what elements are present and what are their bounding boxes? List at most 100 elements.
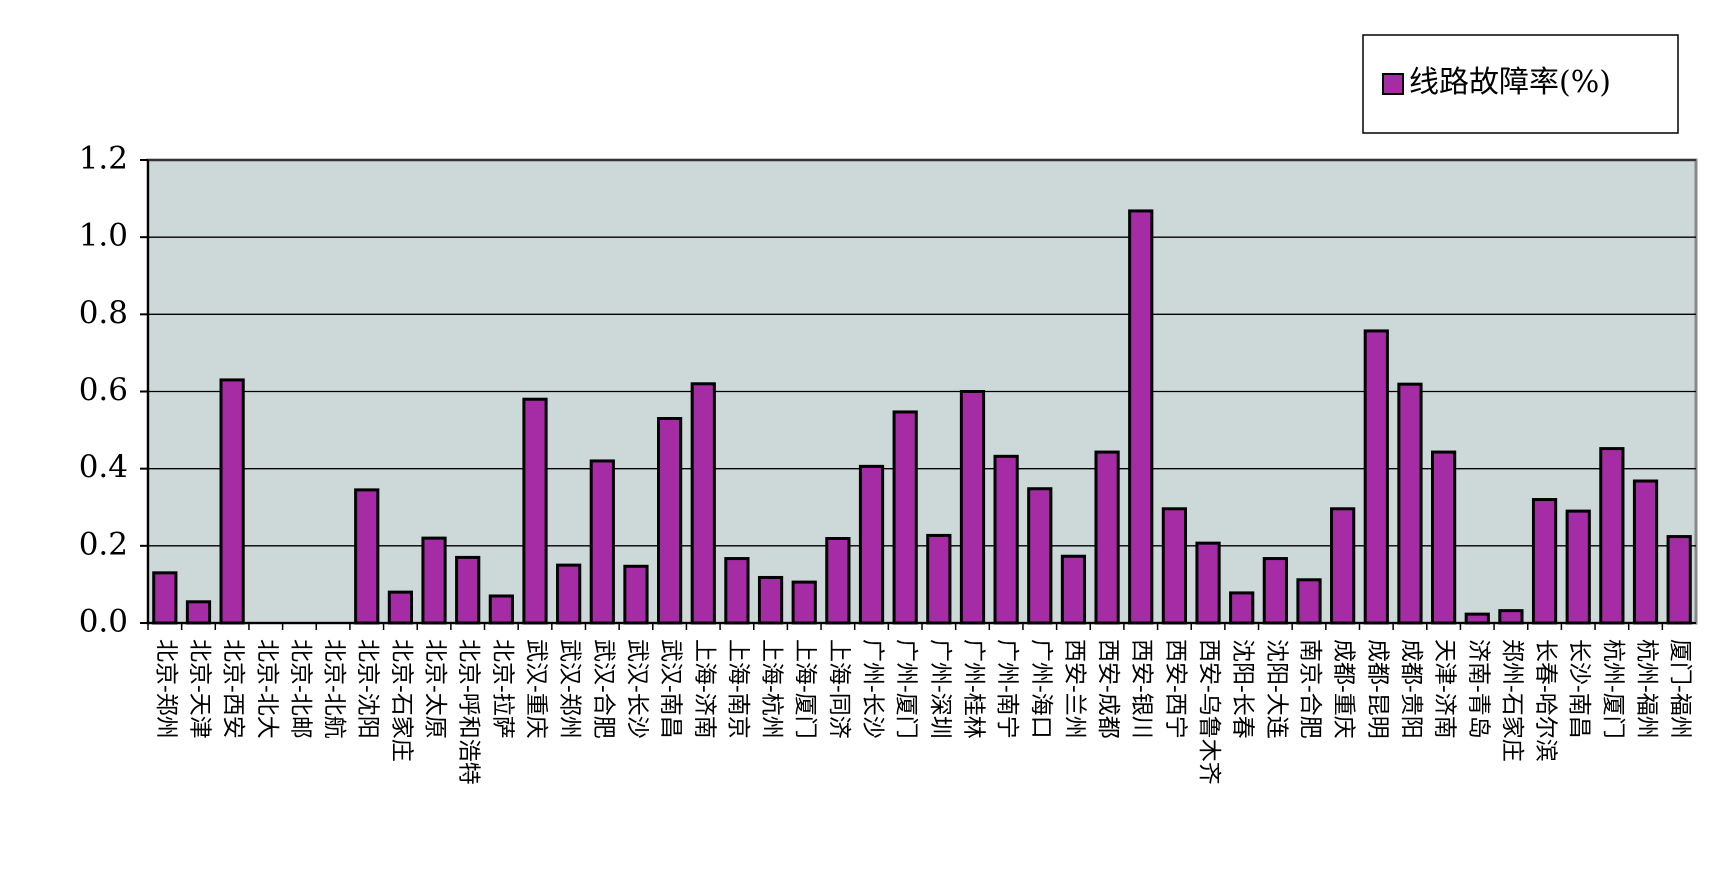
bar: [1666, 535, 1692, 625]
y-tick-label: 0.2: [79, 526, 128, 562]
bar: [1464, 612, 1490, 625]
x-tick-label: 广州-长沙: [860, 639, 886, 739]
x-tick-label: 西安-银川: [1129, 639, 1155, 739]
bar: [1565, 509, 1591, 625]
bar: [657, 417, 683, 625]
bar: [1229, 591, 1255, 625]
x-tick-label: 广州-厦门: [893, 639, 919, 739]
bar: [522, 397, 548, 625]
bar: [219, 378, 245, 625]
x-tick-label: 北京-太原: [422, 639, 448, 739]
x-tick-label: 广州-深圳: [927, 639, 953, 739]
y-tick-label: 0.8: [79, 295, 128, 331]
x-tick-label: 成都-昆明: [1364, 639, 1390, 739]
x-tick-label: 沈阳-大连: [1263, 639, 1289, 739]
bar: [757, 575, 784, 625]
x-tick-label: 上海-同济: [826, 639, 852, 739]
bar: [690, 382, 716, 625]
x-tick-label: 西安-成都: [1095, 639, 1121, 739]
x-tick-label: 上海-杭州: [759, 639, 785, 739]
x-tick-label: 杭州-福州: [1634, 639, 1660, 739]
x-tick-label: 西安-乌鲁木齐: [1196, 639, 1222, 785]
x-tick-label: 西安-兰州: [1061, 639, 1087, 739]
bar: [556, 563, 582, 625]
bar: [791, 580, 817, 625]
legend-swatch: [1382, 73, 1404, 95]
bar: [1330, 507, 1356, 625]
bar: [623, 564, 649, 625]
x-tick-label: 厦门-福州: [1667, 639, 1693, 739]
x-tick-label: 北京-西安: [220, 639, 246, 739]
bar: [354, 488, 380, 625]
bar: [1262, 557, 1288, 625]
x-tick-label: 武汉-南昌: [658, 639, 684, 739]
x-tick-label: 长春-哈尔滨: [1533, 639, 1559, 762]
x-tick-label: 成都-重庆: [1331, 639, 1357, 739]
bar: [1128, 209, 1154, 625]
y-tick-label: 1.0: [79, 218, 128, 254]
x-tick-label: 天津-济南: [1432, 639, 1458, 739]
x-tick-label: 武汉-长沙: [624, 639, 650, 739]
bar: [1027, 487, 1053, 625]
legend-label: 线路故障率(%): [1409, 65, 1611, 100]
y-tick-label: 0.6: [79, 372, 128, 408]
legend-box: [1362, 34, 1679, 134]
bar: [185, 600, 212, 625]
bar: [421, 536, 447, 625]
bar: [488, 594, 514, 625]
bar: [1599, 447, 1625, 625]
bar: [959, 390, 986, 625]
bar: [1397, 382, 1423, 625]
x-tick-label: 郑州-石家庄: [1499, 639, 1525, 762]
x-tick-label: 长沙-南昌: [1566, 639, 1592, 739]
bar: [387, 590, 413, 625]
bar: [825, 537, 851, 625]
bar: [993, 454, 1019, 625]
x-tick-label: 北京-沈阳: [355, 639, 381, 739]
bar: [589, 459, 615, 625]
x-tick-label: 广州-南宁: [994, 639, 1020, 739]
bar: [1094, 450, 1120, 625]
bar: [724, 557, 750, 625]
bar: [1363, 329, 1389, 625]
x-tick-label: 杭州-厦门: [1600, 639, 1626, 739]
bar: [1531, 498, 1558, 625]
bar: [858, 464, 885, 625]
bar: [1431, 450, 1457, 625]
bar: [1060, 554, 1087, 625]
y-tick-label: 0.0: [79, 604, 128, 640]
bar: [926, 533, 952, 625]
x-tick-label: 北京-石家庄: [388, 639, 414, 762]
x-tick-label: 西安-西宁: [1162, 639, 1188, 739]
x-tick-label: 上海-济南: [691, 639, 717, 739]
x-tick-label: 上海-厦门: [792, 639, 818, 739]
bar: [1195, 541, 1221, 625]
legend: 线路故障率(%): [1362, 34, 1679, 134]
x-tick-label: 广州-海口: [1028, 639, 1054, 739]
x-tick-label: 武汉-合肥: [590, 639, 616, 739]
x-tick-label: 南京-合肥: [1297, 639, 1323, 739]
bar: [152, 571, 178, 625]
x-tick-label: 北京-郑州: [153, 639, 179, 739]
bar: [455, 555, 481, 625]
bar: [1498, 609, 1524, 625]
x-tick-label: 济南-青岛: [1465, 639, 1491, 739]
bar: [892, 410, 918, 625]
x-tick-label: 北京-北邮: [287, 639, 313, 739]
bar: [1161, 507, 1187, 625]
x-tick-label: 沈阳-长春: [1230, 639, 1256, 739]
bar: [1296, 578, 1322, 625]
x-tick-label: 北京-拉萨: [489, 639, 515, 739]
x-tick-label: 北京-天津: [186, 639, 212, 739]
y-tick-label: 0.4: [79, 449, 128, 485]
x-tick-label: 北京-北大: [254, 639, 280, 739]
x-tick-label: 北京-北航: [321, 639, 347, 739]
x-tick-label: 北京-呼和浩特: [456, 639, 482, 785]
x-tick-label: 上海-南京: [725, 639, 751, 739]
y-tick-label: 1.2: [79, 141, 128, 177]
bar: [1632, 479, 1659, 625]
x-tick-label: 武汉-郑州: [557, 639, 583, 739]
x-tick-label: 广州-桂林: [960, 639, 986, 739]
x-tick-label: 成都-贵阳: [1398, 639, 1424, 739]
